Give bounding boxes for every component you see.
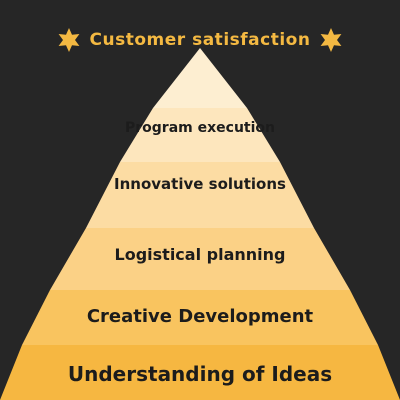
title-row: Customer satisfaction bbox=[0, 22, 400, 58]
pyramid-tier-creative bbox=[22, 290, 378, 345]
tier-label-understanding: Understanding of Ideas bbox=[67, 362, 333, 386]
diagram-title: Customer satisfaction bbox=[89, 30, 311, 50]
tier-label-creative: Creative Development bbox=[86, 306, 314, 327]
tier-label-program: Program execution bbox=[125, 120, 275, 136]
tier-label-logistical: Logistical planning bbox=[114, 245, 286, 264]
pyramid-tier-innovative bbox=[86, 162, 314, 228]
pyramid-tier-1 bbox=[153, 48, 247, 108]
tier-label-innovative: Innovative solutions bbox=[114, 175, 286, 193]
star-icon bbox=[58, 28, 79, 52]
pyramid-tier-logistical bbox=[50, 228, 350, 290]
pyramid-tier-program bbox=[120, 108, 280, 162]
pyramid-tier-understanding bbox=[0, 345, 400, 400]
star-icon bbox=[321, 28, 342, 52]
